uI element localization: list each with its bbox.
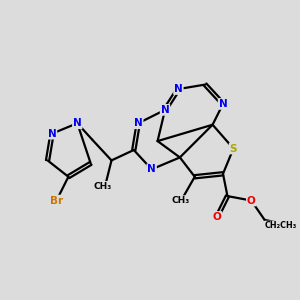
Text: CH₃: CH₃ (172, 196, 190, 205)
Text: CH₂CH₃: CH₂CH₃ (265, 221, 297, 230)
Text: O: O (247, 196, 256, 206)
Text: Br: Br (50, 196, 63, 206)
Text: N: N (73, 118, 82, 128)
Text: N: N (134, 118, 142, 128)
Text: N: N (160, 105, 169, 115)
Text: N: N (174, 84, 183, 94)
Text: O: O (213, 212, 221, 222)
Text: N: N (219, 99, 227, 109)
Text: S: S (230, 143, 237, 154)
Text: N: N (48, 129, 56, 139)
Text: N: N (147, 164, 156, 174)
Text: CH₃: CH₃ (94, 182, 112, 191)
